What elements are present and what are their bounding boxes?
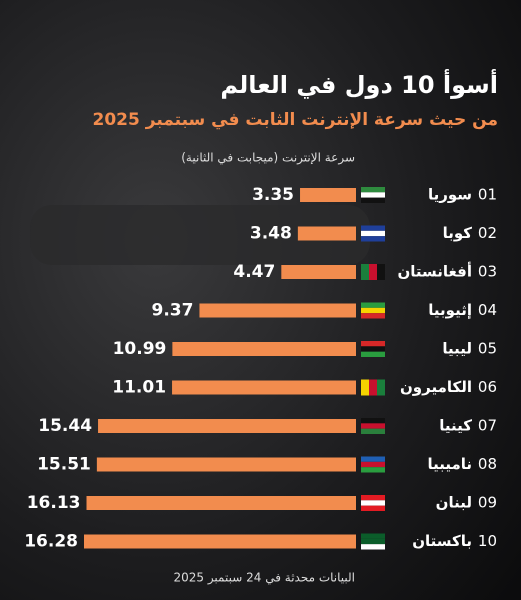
value-label: 11.01: [112, 378, 166, 398]
bar: [281, 265, 356, 279]
bar: [297, 226, 356, 241]
flag-stripe: [361, 341, 385, 347]
flag-stripe: [361, 264, 369, 280]
category-label: سوريا: [428, 186, 472, 204]
flag-stripe: [361, 544, 385, 550]
rank-label: 02: [478, 224, 497, 242]
flag-stripe: [361, 346, 385, 352]
value-label: 10.99: [113, 339, 167, 359]
bar: [86, 496, 357, 510]
flag-stripe: [361, 307, 385, 314]
flag-stripe: [361, 505, 385, 511]
rank-label: 04: [478, 301, 497, 319]
value-label: 16.13: [27, 493, 81, 513]
value-label: 15.44: [38, 416, 92, 436]
category-label: باكستان: [412, 532, 472, 550]
flag-stripe: [361, 302, 385, 308]
category-label: لبنان: [436, 494, 472, 512]
value-label: 15.51: [37, 455, 91, 475]
category-label: ليبيا: [442, 340, 472, 358]
value-label: 3.35: [252, 185, 294, 205]
category-label: كوبا: [443, 224, 473, 242]
flag-stripe: [361, 533, 385, 539]
rank-label: 01: [478, 186, 497, 204]
axis-label: سرعة الإنترنت (ميجابت في الثانية): [181, 151, 355, 166]
rank-label: 06: [478, 378, 497, 396]
flag-stripe: [361, 456, 385, 462]
flag-stripe: [369, 379, 377, 396]
flag-stripe: [361, 428, 385, 434]
flag-stripe: [369, 264, 377, 280]
flag-stripe: [361, 418, 385, 424]
category-label: أفغانستان: [397, 262, 472, 281]
flag-stripe: [361, 495, 385, 501]
bar: [84, 534, 356, 549]
chart-subtitle: من حيث سرعة الإنترنت الثابت في سبتمبر 20…: [93, 110, 499, 130]
bar: [300, 188, 356, 202]
bar: [96, 457, 356, 472]
rank-label: 07: [478, 417, 497, 435]
bar: [172, 380, 356, 395]
rank-label: 09: [478, 494, 497, 512]
flag-stripe: [361, 351, 385, 357]
bar: [98, 419, 357, 433]
category-label: الكاميرون: [400, 378, 472, 396]
flag-stripe: [361, 236, 385, 242]
value-label: 4.47: [233, 262, 275, 282]
flag-stripe: [361, 500, 385, 506]
flag-stripe: [361, 379, 369, 396]
flag-stripe: [361, 225, 385, 231]
category-label: ناميبيا: [427, 455, 472, 473]
flag-stripe: [361, 187, 385, 193]
flag-stripe: [361, 192, 385, 198]
value-label: 3.48: [250, 224, 292, 244]
category-label: إثيوبيا: [428, 301, 472, 319]
chart-title: أسوأ 10 دول في العالم: [220, 69, 498, 99]
footnote: البيانات محدثة في 24 سبتمبر 2025: [173, 571, 355, 586]
flag-stripe: [361, 230, 385, 237]
value-label: 16.28: [24, 532, 78, 552]
bar: [172, 342, 356, 356]
rank-label: 10: [478, 532, 497, 550]
flag-stripe: [361, 423, 385, 429]
flag-stripe: [361, 538, 385, 545]
rank-label: 03: [478, 263, 497, 281]
flag-stripe: [361, 197, 385, 203]
flag-stripe: [361, 313, 385, 319]
value-label: 9.37: [151, 301, 193, 321]
phone-silhouette: [30, 205, 370, 265]
flag-stripe: [361, 461, 385, 468]
flag-stripe: [377, 379, 385, 396]
bar: [199, 303, 356, 318]
rank-label: 08: [478, 455, 497, 473]
rank-label: 05: [478, 340, 497, 358]
flag-stripe: [377, 264, 385, 280]
category-label: كينيا: [439, 417, 472, 435]
flag-stripe: [361, 467, 385, 473]
